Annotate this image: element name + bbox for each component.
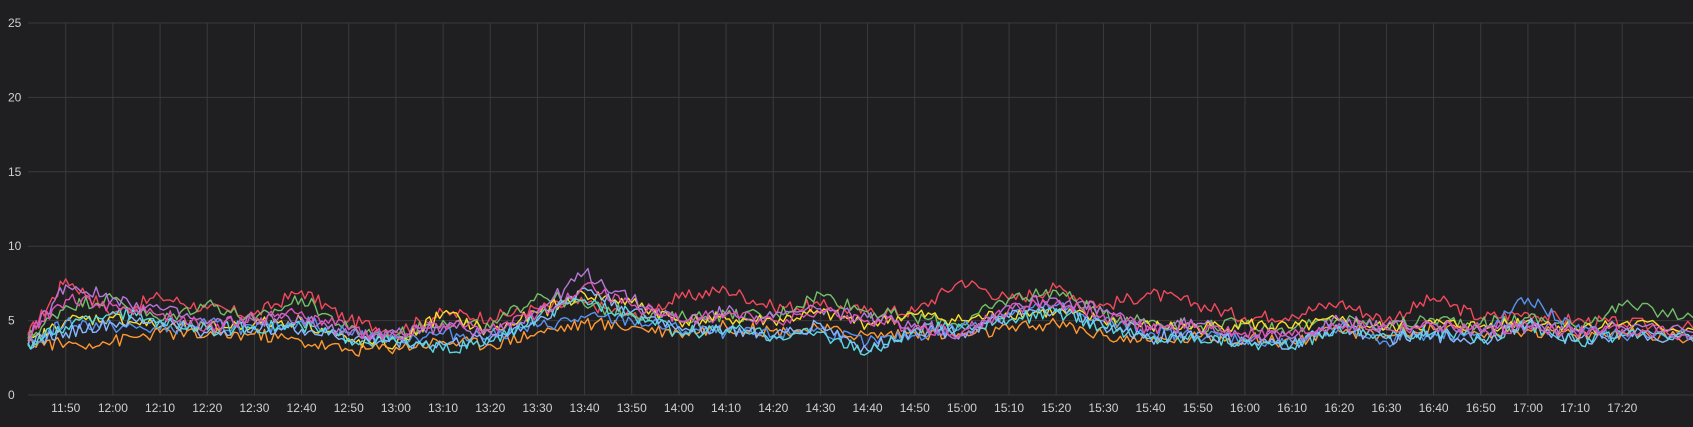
x-tick-label: 11:50 (51, 401, 80, 415)
x-tick-label: 17:20 (1607, 401, 1637, 415)
x-tick-label: 14:10 (711, 401, 741, 415)
x-tick-label: 12:50 (334, 401, 364, 415)
x-tick-label: 13:20 (475, 401, 505, 415)
x-tick-label: 13:30 (522, 401, 552, 415)
y-tick-label: 10 (8, 239, 22, 253)
x-tick-label: 16:10 (1277, 401, 1307, 415)
y-tick-label: 5 (8, 314, 15, 328)
x-tick-label: 16:40 (1419, 401, 1449, 415)
series-line-5 (27, 287, 1693, 353)
x-tick-label: 14:00 (664, 401, 694, 415)
x-tick-label: 16:00 (1230, 401, 1260, 415)
x-tick-label: 16:20 (1324, 401, 1354, 415)
x-axis-ticks: 11:50 12:00 12:10 12:20 12:30 12:40 12:50 13:00… (51, 401, 1637, 415)
y-tick-label: 20 (8, 90, 22, 104)
x-tick-label: 14:20 (758, 401, 788, 415)
x-tick-label: 13:40 (570, 401, 600, 415)
x-tick-label: 16:30 (1371, 401, 1401, 415)
x-tick-label: 12:00 (98, 401, 128, 415)
series-line-1 (27, 288, 1693, 341)
y-axis-ticks: 0 5 10 15 20 25 (8, 16, 22, 402)
x-tick-label: 15:30 (1088, 401, 1118, 415)
series-line-3 (27, 317, 1693, 357)
x-tick-label: 12:30 (239, 401, 269, 415)
series-line-6 (27, 298, 1693, 356)
x-tick-label: 13:10 (428, 401, 458, 415)
x-tick-label: 17:10 (1560, 401, 1590, 415)
grid (28, 22, 1693, 396)
x-tick-label: 12:10 (145, 401, 175, 415)
x-tick-label: 15:40 (1136, 401, 1166, 415)
x-tick-label: 14:50 (900, 401, 930, 415)
series-line-8 (27, 282, 1693, 341)
x-tick-label: 16:50 (1466, 401, 1496, 415)
x-tick-label: 13:00 (381, 401, 411, 415)
y-tick-label: 15 (8, 165, 22, 179)
x-tick-label: 15:20 (1041, 401, 1071, 415)
x-tick-label: 13:50 (617, 401, 647, 415)
x-tick-label: 14:40 (853, 401, 883, 415)
y-tick-label: 25 (8, 16, 22, 30)
series-line-7 (27, 267, 1693, 342)
series-line-2 (27, 290, 1693, 350)
x-tick-label: 14:30 (805, 401, 835, 415)
series-lines (27, 267, 1693, 357)
x-tick-label: 15:50 (1183, 401, 1213, 415)
x-tick-label: 12:40 (287, 401, 317, 415)
x-tick-label: 15:00 (947, 401, 977, 415)
x-tick-label: 15:10 (994, 401, 1024, 415)
y-tick-label: 0 (8, 388, 15, 402)
x-tick-label: 17:00 (1513, 401, 1543, 415)
x-tick-label: 12:20 (192, 401, 222, 415)
